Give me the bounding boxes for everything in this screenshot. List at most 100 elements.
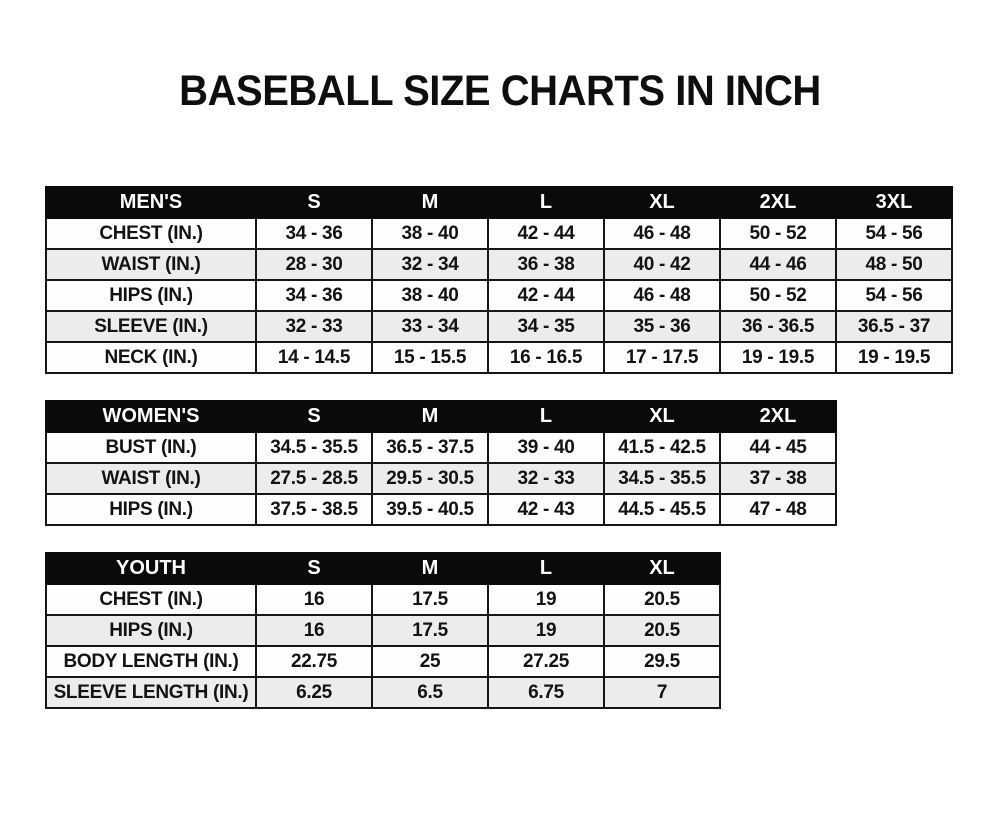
row-label: NECK (IN.) <box>45 341 257 374</box>
size-cell: 44 - 46 <box>719 248 837 281</box>
size-cell: 37.5 - 38.5 <box>255 493 373 526</box>
column-header-xl: XL <box>603 552 721 585</box>
table-row-sleeve: SLEEVE (IN.) 32 - 33 33 - 34 34 - 35 35 … <box>45 310 953 343</box>
size-cell: 16 <box>255 614 373 647</box>
size-cell: 42 - 43 <box>487 493 605 526</box>
column-header-xl: XL <box>603 186 721 219</box>
row-label: SLEEVE LENGTH (IN.) <box>45 676 257 709</box>
size-cell: 39.5 - 40.5 <box>371 493 489 526</box>
size-cell: 15 - 15.5 <box>371 341 489 374</box>
womens-table-title: WOMEN'S <box>45 400 257 433</box>
size-cell: 32 - 33 <box>255 310 373 343</box>
table-row-chest: CHEST (IN.) 16 17.5 19 20.5 <box>45 583 721 616</box>
row-label: BUST (IN.) <box>45 431 257 464</box>
size-cell: 41.5 - 42.5 <box>603 431 721 464</box>
womens-size-table: WOMEN'S S M L XL 2XL BUST (IN.) 34.5 - 3… <box>45 400 837 526</box>
size-cell: 32 - 33 <box>487 462 605 495</box>
column-header-3xl: 3XL <box>835 186 953 219</box>
womens-header-row: WOMEN'S S M L XL 2XL <box>45 400 837 433</box>
table-row-chest: CHEST (IN.) 34 - 36 38 - 40 42 - 44 46 -… <box>45 217 953 250</box>
table-row-hips: HIPS (IN.) 37.5 - 38.5 39.5 - 40.5 42 - … <box>45 493 837 526</box>
size-cell: 34.5 - 35.5 <box>255 431 373 464</box>
table-row-sleeve-length: SLEEVE LENGTH (IN.) 6.25 6.5 6.75 7 <box>45 676 721 709</box>
size-cell: 17 - 17.5 <box>603 341 721 374</box>
table-row-neck: NECK (IN.) 14 - 14.5 15 - 15.5 16 - 16.5… <box>45 341 953 374</box>
column-header-l: L <box>487 400 605 433</box>
column-header-2xl: 2XL <box>719 400 837 433</box>
table-row-waist: WAIST (IN.) 28 - 30 32 - 34 36 - 38 40 -… <box>45 248 953 281</box>
size-cell: 20.5 <box>603 614 721 647</box>
size-cell: 46 - 48 <box>603 279 721 312</box>
size-cell: 34.5 - 35.5 <box>603 462 721 495</box>
size-cell: 17.5 <box>371 614 489 647</box>
size-cell: 46 - 48 <box>603 217 721 250</box>
row-label: CHEST (IN.) <box>45 583 257 616</box>
size-cell: 16 - 16.5 <box>487 341 605 374</box>
table-row-hips: HIPS (IN.) 16 17.5 19 20.5 <box>45 614 721 647</box>
size-cell: 19 <box>487 583 605 616</box>
youth-header-row: YOUTH S M L XL <box>45 552 721 585</box>
table-row-bust: BUST (IN.) 34.5 - 35.5 36.5 - 37.5 39 - … <box>45 431 837 464</box>
mens-size-table: MEN'S S M L XL 2XL 3XL CHEST (IN.) 34 - … <box>45 186 953 374</box>
table-row-waist: WAIST (IN.) 27.5 - 28.5 29.5 - 30.5 32 -… <box>45 462 837 495</box>
size-cell: 34 - 36 <box>255 279 373 312</box>
size-cell: 22.75 <box>255 645 373 678</box>
size-cell: 28 - 30 <box>255 248 373 281</box>
row-label: BODY LENGTH (IN.) <box>45 645 257 678</box>
row-label: WAIST (IN.) <box>45 248 257 281</box>
size-cell: 14 - 14.5 <box>255 341 373 374</box>
size-cell: 19 - 19.5 <box>719 341 837 374</box>
size-cell: 27.5 - 28.5 <box>255 462 373 495</box>
column-header-m: M <box>371 552 489 585</box>
size-cell: 32 - 34 <box>371 248 489 281</box>
size-cell: 47 - 48 <box>719 493 837 526</box>
size-cell: 27.25 <box>487 645 605 678</box>
row-label: HIPS (IN.) <box>45 614 257 647</box>
size-cell: 35 - 36 <box>603 310 721 343</box>
size-cell: 17.5 <box>371 583 489 616</box>
size-cell: 36.5 - 37.5 <box>371 431 489 464</box>
column-header-2xl: 2XL <box>719 186 837 219</box>
column-header-xl: XL <box>603 400 721 433</box>
size-cell: 50 - 52 <box>719 279 837 312</box>
size-cell: 16 <box>255 583 373 616</box>
size-cell: 38 - 40 <box>371 217 489 250</box>
size-cell: 54 - 56 <box>835 217 953 250</box>
table-row-body-length: BODY LENGTH (IN.) 22.75 25 27.25 29.5 <box>45 645 721 678</box>
column-header-l: L <box>487 186 605 219</box>
row-label: CHEST (IN.) <box>45 217 257 250</box>
page-title: BASEBALL SIZE CHARTS IN INCH <box>179 67 821 115</box>
size-cell: 6.75 <box>487 676 605 709</box>
size-cell: 7 <box>603 676 721 709</box>
size-cell: 37 - 38 <box>719 462 837 495</box>
mens-header-row: MEN'S S M L XL 2XL 3XL <box>45 186 953 219</box>
size-cell: 19 <box>487 614 605 647</box>
size-cell: 36 - 36.5 <box>719 310 837 343</box>
mens-table-title: MEN'S <box>45 186 257 219</box>
size-cell: 19 - 19.5 <box>835 341 953 374</box>
row-label: SLEEVE (IN.) <box>45 310 257 343</box>
size-cell: 50 - 52 <box>719 217 837 250</box>
size-cell: 36 - 38 <box>487 248 605 281</box>
size-cell: 54 - 56 <box>835 279 953 312</box>
size-cell: 29.5 - 30.5 <box>371 462 489 495</box>
column-header-m: M <box>371 186 489 219</box>
size-cell: 48 - 50 <box>835 248 953 281</box>
size-cell: 40 - 42 <box>603 248 721 281</box>
column-header-l: L <box>487 552 605 585</box>
size-cell: 34 - 36 <box>255 217 373 250</box>
youth-size-table: YOUTH S M L XL CHEST (IN.) 16 17.5 19 20… <box>45 552 721 709</box>
size-cell: 6.25 <box>255 676 373 709</box>
size-cell: 34 - 35 <box>487 310 605 343</box>
size-cell: 42 - 44 <box>487 279 605 312</box>
size-cell: 42 - 44 <box>487 217 605 250</box>
row-label: HIPS (IN.) <box>45 279 257 312</box>
youth-table-title: YOUTH <box>45 552 257 585</box>
size-cell: 36.5 - 37 <box>835 310 953 343</box>
size-cell: 25 <box>371 645 489 678</box>
size-cell: 33 - 34 <box>371 310 489 343</box>
size-cell: 39 - 40 <box>487 431 605 464</box>
size-cell: 44.5 - 45.5 <box>603 493 721 526</box>
size-cell: 44 - 45 <box>719 431 837 464</box>
row-label: HIPS (IN.) <box>45 493 257 526</box>
